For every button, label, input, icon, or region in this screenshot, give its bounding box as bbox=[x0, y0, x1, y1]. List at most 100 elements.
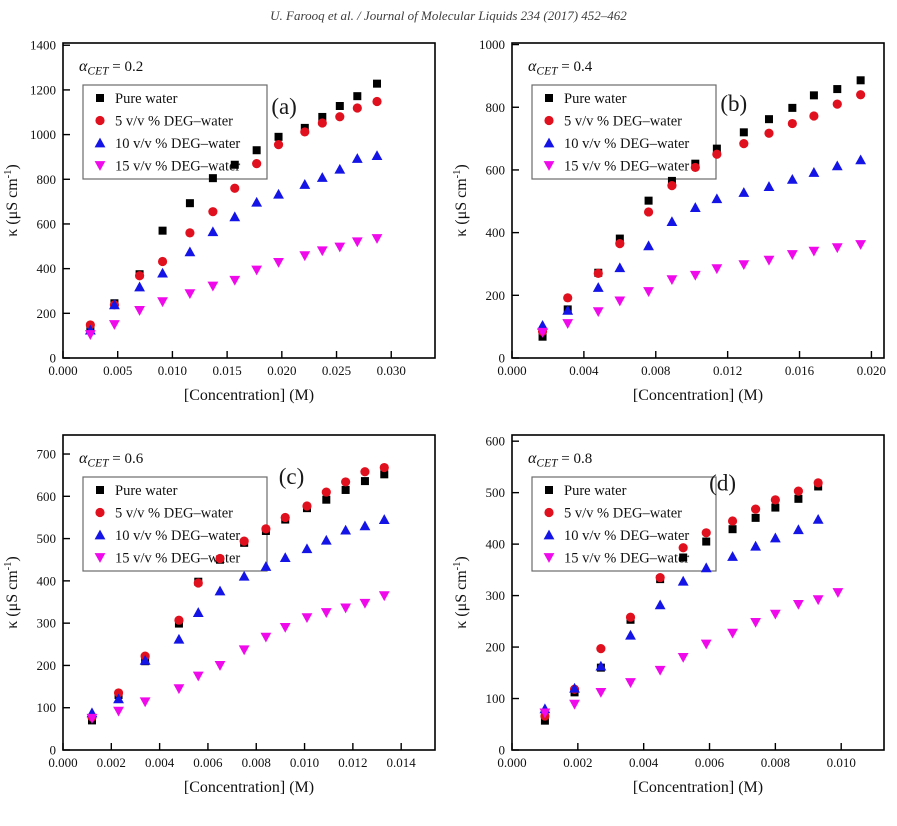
alpha-title: αCET = 0.6 bbox=[79, 450, 144, 470]
svg-text:0.004: 0.004 bbox=[145, 755, 175, 770]
plot-frame bbox=[511, 434, 885, 751]
scatter-plot-b: 0.000 0.004 0.008 0.012 0.016 0.020 [Concentra… bbox=[452, 37, 886, 404]
svg-text:0.006: 0.006 bbox=[193, 755, 223, 770]
svg-text:400: 400 bbox=[486, 225, 506, 240]
legend-label: Pure water bbox=[115, 91, 178, 107]
scatter-plot-d: 0.000 0.002 0.004 0.006 0.008 0.010 [Concentra… bbox=[452, 434, 885, 796]
svg-text:200: 200 bbox=[486, 288, 506, 303]
series-triangle-down bbox=[84, 234, 383, 340]
svg-text:0.006: 0.006 bbox=[695, 755, 725, 770]
series-circle bbox=[537, 90, 866, 336]
y-axis: 0 100 200 300 400 500 600 700 κ (μS cm-1) bbox=[3, 447, 70, 758]
svg-text:0.020: 0.020 bbox=[857, 363, 886, 378]
svg-text:0.005: 0.005 bbox=[103, 363, 132, 378]
svg-text:200: 200 bbox=[486, 640, 506, 655]
series-triangle-up bbox=[537, 154, 867, 330]
svg-text:0.016: 0.016 bbox=[785, 363, 815, 378]
y-axis-label: κ (μS cm-1) bbox=[452, 164, 470, 237]
x-axis: 0.000 0.002 0.004 0.006 0.008 0.010 [Concentra… bbox=[497, 743, 856, 796]
svg-text:0.012: 0.012 bbox=[713, 363, 742, 378]
legend-label: 15 v/v % DEG–water bbox=[115, 159, 240, 175]
legend: Pure water 5 v/v % DEG–water 10 v/v % DEG–… bbox=[531, 84, 717, 180]
x-axis: 0.000 0.005 0.010 0.015 0.020 0.025 0.030 [Conc… bbox=[48, 351, 406, 404]
svg-text:0.025: 0.025 bbox=[322, 363, 351, 378]
svg-text:0.020: 0.020 bbox=[267, 363, 296, 378]
svg-text:400: 400 bbox=[37, 573, 57, 588]
y-axis-label: κ (μS cm-1) bbox=[3, 164, 21, 237]
scatter-plot-a: 0.000 0.005 0.010 0.015 0.020 0.025 0.030 [Conc… bbox=[3, 38, 436, 404]
svg-text:500: 500 bbox=[37, 531, 57, 546]
svg-text:200: 200 bbox=[37, 306, 57, 321]
svg-text:700: 700 bbox=[37, 447, 57, 462]
svg-text:500: 500 bbox=[486, 485, 506, 500]
svg-text:0: 0 bbox=[499, 743, 506, 758]
svg-text:0: 0 bbox=[50, 351, 57, 366]
panel-letter: (a) bbox=[271, 94, 297, 119]
x-axis: 0.000 0.002 0.004 0.006 0.008 0.010 0.012 0.014… bbox=[48, 743, 416, 796]
svg-text:0: 0 bbox=[50, 743, 57, 758]
svg-text:0.010: 0.010 bbox=[158, 363, 187, 378]
svg-text:600: 600 bbox=[37, 216, 57, 231]
svg-text:0.000: 0.000 bbox=[497, 755, 526, 770]
figure-grid: 0.000 0.005 0.010 0.015 0.020 0.025 0.030 [Conc… bbox=[0, 30, 897, 822]
legend-label: 10 v/v % DEG–water bbox=[564, 528, 689, 544]
series-circle bbox=[85, 96, 382, 330]
legend-label: 5 v/v % DEG–water bbox=[564, 114, 682, 130]
running-head: U. Farooq et al. / Journal of Molecular … bbox=[270, 8, 627, 23]
svg-text:0.014: 0.014 bbox=[387, 755, 417, 770]
panel-letter: (c) bbox=[279, 464, 305, 489]
panel-letter: (b) bbox=[720, 91, 747, 116]
legend-label: 15 v/v % DEG–water bbox=[564, 159, 689, 175]
x-axis-label: [Concentration] (M) bbox=[633, 779, 763, 796]
svg-text:0.000: 0.000 bbox=[497, 363, 526, 378]
svg-text:1000: 1000 bbox=[479, 37, 505, 52]
series-triangle-down bbox=[539, 588, 844, 719]
x-axis-label: [Concentration] (M) bbox=[184, 779, 314, 796]
svg-text:0.012: 0.012 bbox=[338, 755, 367, 770]
svg-text:200: 200 bbox=[37, 658, 57, 673]
series-triangle-down bbox=[86, 591, 390, 724]
svg-text:100: 100 bbox=[486, 691, 506, 706]
svg-text:0.015: 0.015 bbox=[212, 363, 241, 378]
plot-frame bbox=[62, 434, 436, 751]
legend-label: Pure water bbox=[115, 483, 178, 499]
svg-text:0.002: 0.002 bbox=[97, 755, 126, 770]
svg-text:0.010: 0.010 bbox=[827, 755, 856, 770]
panel-c: 0.000 0.002 0.004 0.006 0.008 0.010 0.012 0.014… bbox=[0, 422, 449, 822]
alpha-title: αCET = 0.2 bbox=[79, 58, 143, 78]
legend-label: 15 v/v % DEG–water bbox=[115, 551, 240, 567]
svg-text:400: 400 bbox=[37, 261, 57, 276]
panel-d: 0.000 0.002 0.004 0.006 0.008 0.010 [Concentra… bbox=[449, 422, 897, 822]
svg-text:0.004: 0.004 bbox=[569, 363, 599, 378]
svg-text:1400: 1400 bbox=[30, 38, 56, 53]
plot-frame bbox=[511, 42, 885, 359]
y-axis: 0 100 200 300 400 500 600 κ (μS cm-1) bbox=[452, 434, 519, 758]
legend-label: 10 v/v % DEG–water bbox=[115, 136, 240, 152]
svg-text:600: 600 bbox=[486, 162, 506, 177]
svg-text:0: 0 bbox=[499, 351, 506, 366]
svg-text:0.008: 0.008 bbox=[242, 755, 271, 770]
svg-text:300: 300 bbox=[37, 616, 57, 631]
legend-label: Pure water bbox=[564, 91, 627, 107]
y-axis-label: κ (μS cm-1) bbox=[452, 556, 470, 629]
svg-text:0.008: 0.008 bbox=[641, 363, 670, 378]
x-axis: 0.000 0.004 0.008 0.012 0.016 0.020 [Concentra… bbox=[497, 351, 886, 404]
svg-text:300: 300 bbox=[486, 588, 506, 603]
x-axis-label: [Concentration] (M) bbox=[633, 387, 763, 404]
panel-b: 0.000 0.004 0.008 0.012 0.016 0.020 [Concentra… bbox=[449, 30, 897, 422]
svg-text:0.002: 0.002 bbox=[563, 755, 592, 770]
y-axis: 0 200 400 600 800 1000 1200 1400 κ (μS cm-1) bbox=[3, 38, 70, 366]
svg-text:1200: 1200 bbox=[30, 82, 56, 97]
svg-text:0.008: 0.008 bbox=[761, 755, 790, 770]
svg-text:800: 800 bbox=[37, 172, 57, 187]
panel-a: 0.000 0.005 0.010 0.015 0.020 0.025 0.030 [Conc… bbox=[0, 30, 449, 422]
legend-label: 10 v/v % DEG–water bbox=[564, 136, 689, 152]
svg-text:600: 600 bbox=[37, 489, 57, 504]
svg-text:0.030: 0.030 bbox=[377, 363, 406, 378]
svg-text:400: 400 bbox=[486, 537, 506, 552]
y-axis: 0 200 400 600 800 1000 κ (μS cm-1) bbox=[452, 37, 519, 366]
legend-label: 10 v/v % DEG–water bbox=[115, 528, 240, 544]
alpha-title: αCET = 0.8 bbox=[528, 450, 592, 470]
y-axis-label: κ (μS cm-1) bbox=[3, 556, 21, 629]
legend: Pure water 5 v/v % DEG–water 10 v/v % DEG–… bbox=[531, 476, 717, 572]
